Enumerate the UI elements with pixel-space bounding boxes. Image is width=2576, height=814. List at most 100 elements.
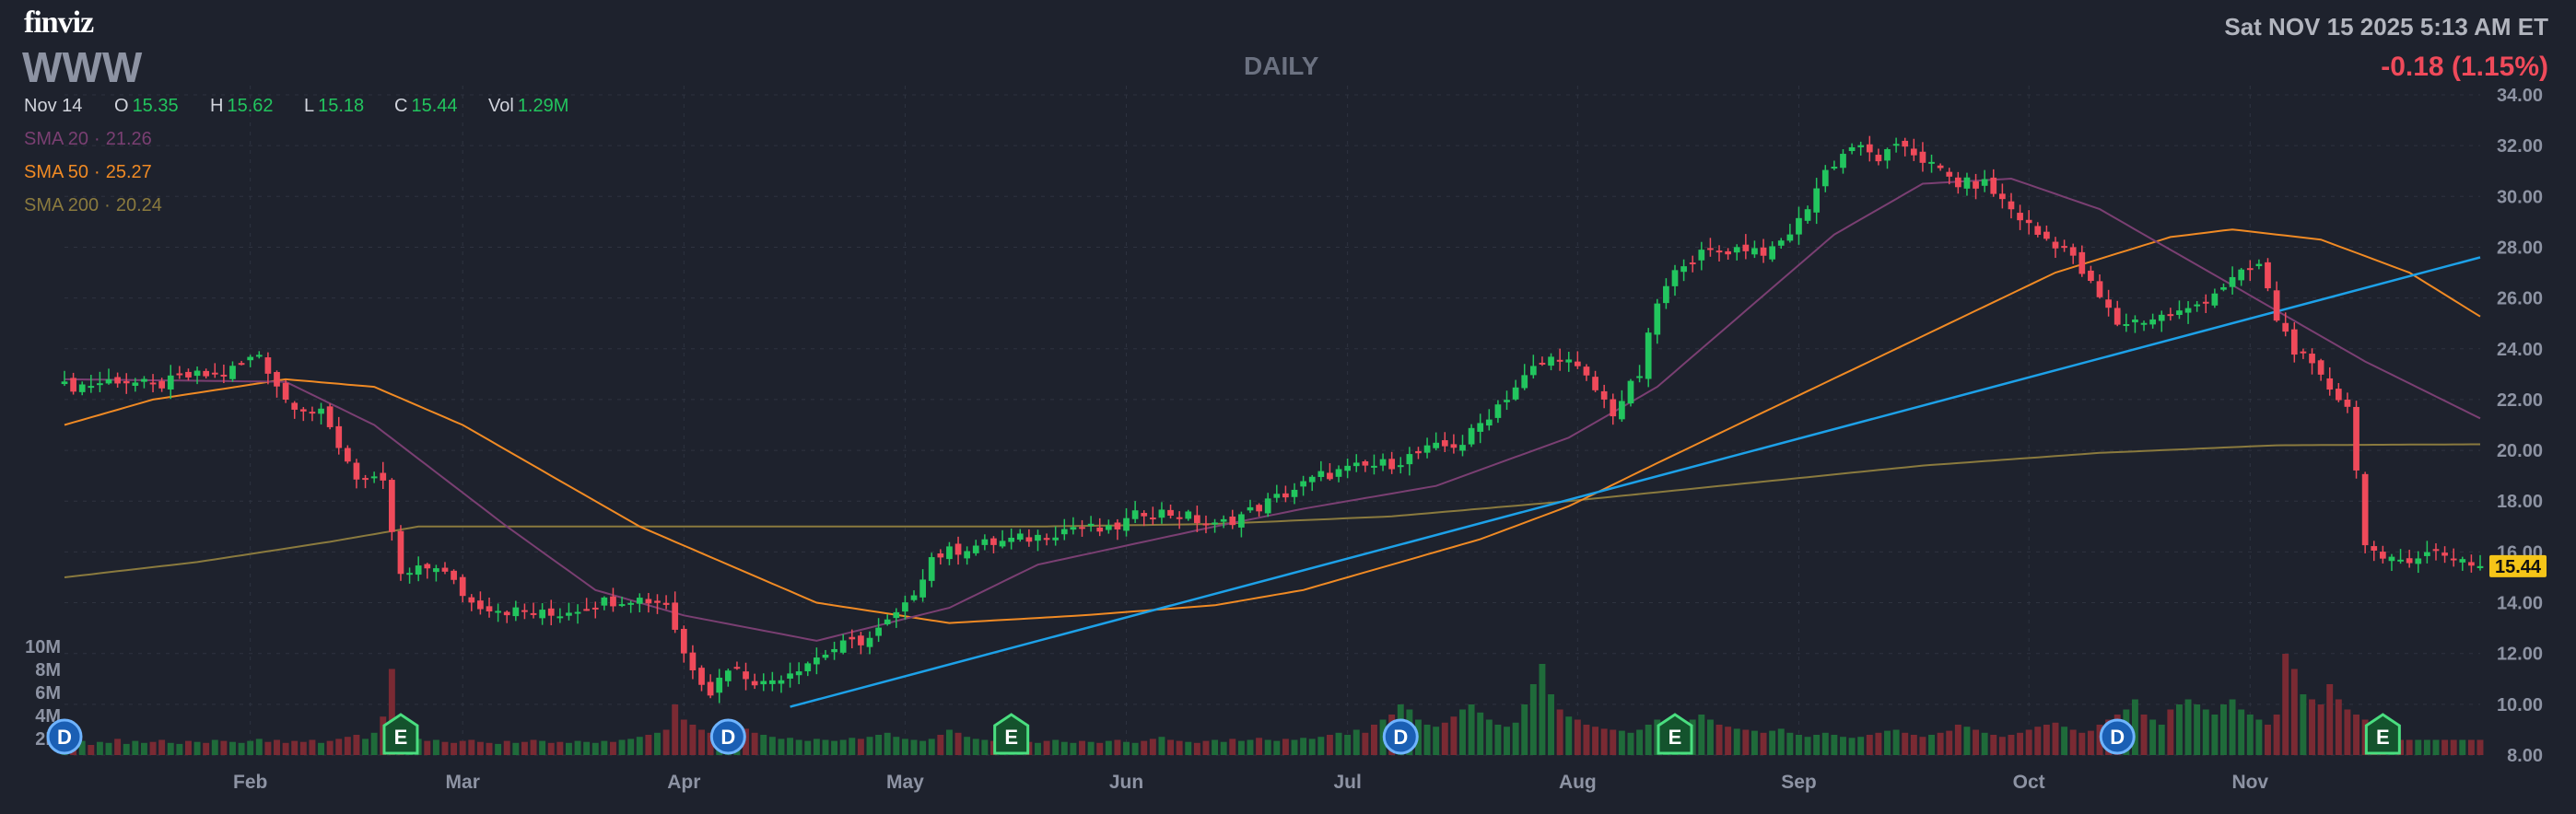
sma20-legend[interactable]: SMA 20 · 21.26: [24, 129, 152, 149]
candle-body: [1981, 179, 1988, 186]
volume-bar: [2432, 739, 2440, 755]
candle-body: [167, 375, 174, 390]
candle-body: [1441, 440, 1448, 447]
volume-bar: [2078, 732, 2086, 755]
candle-body: [1910, 148, 1917, 156]
candle: [954, 536, 962, 565]
candle-body: [2132, 320, 2138, 323]
candle-body: [964, 551, 971, 559]
volume-tick-label: 8M: [35, 660, 61, 680]
candle: [1565, 351, 1573, 372]
candle: [1786, 224, 1794, 243]
candle-body: [999, 541, 1006, 547]
date-tick-label: Feb: [233, 772, 267, 793]
candle-body: [733, 667, 741, 669]
candle-body: [2450, 558, 2457, 561]
volume-bar: [1813, 735, 1821, 755]
candle: [459, 574, 466, 603]
earnings-marker[interactable]: E: [993, 713, 1030, 755]
dividend-marker[interactable]: D: [709, 718, 746, 755]
candle-body: [477, 600, 484, 610]
candle: [114, 372, 121, 389]
volume-bar: [167, 742, 174, 755]
candle-body: [2158, 314, 2165, 321]
volume-bar: [2194, 704, 2201, 755]
finviz-logo[interactable]: finviz: [24, 6, 94, 40]
volume-bar: [1220, 741, 1227, 755]
earnings-marker[interactable]: E: [2364, 713, 2401, 755]
candle: [662, 595, 670, 610]
volume-bar: [424, 740, 431, 755]
candle-body: [1087, 523, 1095, 527]
candle-body: [689, 652, 697, 670]
volume-bar: [274, 739, 280, 755]
volume-bar: [2069, 729, 2077, 755]
earnings-marker[interactable]: E: [1657, 713, 1693, 755]
volume-bar: [2265, 725, 2271, 755]
volume-bar: [680, 719, 687, 755]
volume-bar: [2017, 732, 2024, 755]
candle-body: [1760, 247, 1767, 256]
volume-bar: [2034, 727, 2042, 755]
candle: [362, 474, 369, 489]
candle-body: [2353, 406, 2359, 471]
volume-bar: [1645, 725, 1652, 755]
volume-bar: [1079, 740, 1085, 755]
volume-bar: [1176, 740, 1183, 755]
candle-body: [78, 384, 86, 392]
candle: [1857, 141, 1865, 156]
sma20-value: 21.26: [105, 129, 152, 149]
candle-body: [2088, 270, 2094, 282]
volume-bar: [1123, 741, 1130, 755]
candle: [274, 370, 280, 398]
volume-bar: [140, 742, 147, 755]
earnings-marker[interactable]: E: [382, 713, 419, 755]
candle-body: [1468, 427, 1475, 445]
candle: [2096, 274, 2103, 299]
candle-body: [1884, 149, 1891, 161]
volume-bar: [2184, 699, 2192, 755]
candle-body: [1485, 419, 1493, 426]
candle-body: [309, 412, 316, 414]
candle: [591, 601, 599, 619]
candle: [839, 634, 847, 655]
candle: [185, 368, 192, 381]
candle: [503, 610, 510, 623]
candle: [583, 598, 591, 611]
candle: [610, 587, 616, 612]
chart-grid: [64, 86, 2480, 756]
candle: [1521, 364, 1528, 390]
candle: [2468, 554, 2475, 573]
volume-bar: [495, 743, 502, 755]
candle: [875, 618, 882, 643]
candle: [193, 366, 201, 385]
volume-bar: [1574, 719, 1581, 755]
candle-body: [1256, 505, 1262, 512]
dividend-marker[interactable]: D: [2099, 718, 2136, 755]
dividend-marker[interactable]: D: [46, 718, 83, 755]
candle-body: [1512, 387, 1519, 400]
candle-body: [2282, 322, 2289, 332]
sma50-legend[interactable]: SMA 50 · 25.27: [24, 162, 152, 182]
candle-body: [831, 648, 837, 653]
candle-body: [132, 382, 139, 386]
price-tick-label: 12.00: [2497, 645, 2543, 665]
sma200-legend[interactable]: SMA 200 · 20.24: [24, 195, 162, 215]
ohlc-volume: Vol 1.29M: [488, 96, 568, 117]
candle-body: [1308, 476, 1316, 483]
volume-bar: [193, 741, 201, 755]
sma200-line: [64, 443, 2480, 578]
dividend-marker[interactable]: D: [1382, 718, 1419, 755]
volume-bar: [2273, 715, 2280, 755]
volume-tick-label: 4M: [35, 706, 61, 727]
candle-body: [1141, 513, 1148, 517]
candle-body: [928, 557, 935, 581]
date-tick-label: Mar: [446, 772, 480, 793]
candle: [406, 567, 413, 584]
candle-body: [919, 579, 926, 598]
sma20-label: SMA 20: [24, 129, 89, 149]
volume-bar: [1892, 729, 1900, 755]
candle: [1707, 238, 1714, 257]
candle: [574, 604, 581, 624]
